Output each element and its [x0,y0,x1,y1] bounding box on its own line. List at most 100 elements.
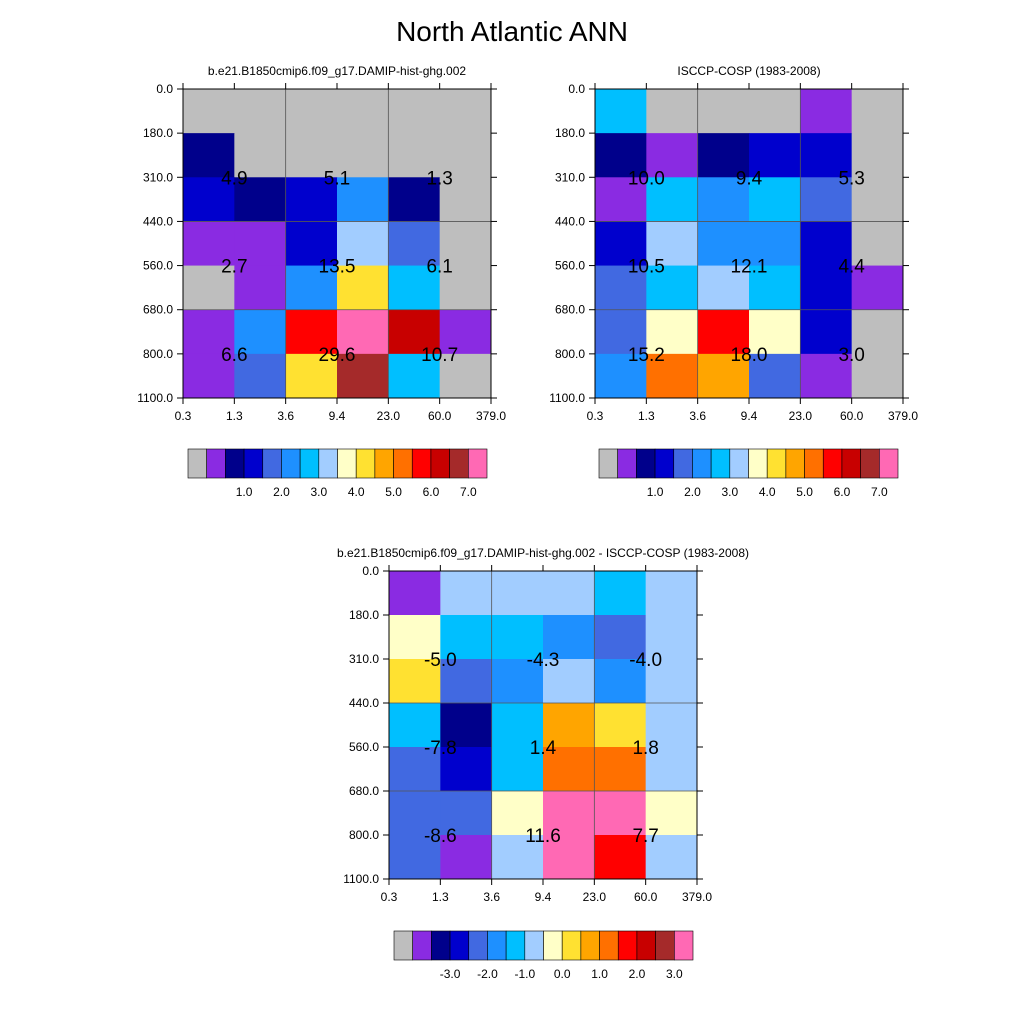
panel1-xtick-label: 3.6 [277,409,294,423]
panel2-xtick-label: 379.0 [888,409,918,423]
panel1-colorbar-swatch [393,448,413,479]
panel3-colorbar-swatch [674,930,694,961]
panel1-cell [183,265,235,311]
panel3-cell [389,615,441,660]
panel2-cell [697,265,750,311]
panel1-cell [439,221,492,267]
panel1-cell [285,265,338,311]
panel1-colorbar-swatch [337,448,357,479]
panel2-colorbar-label: 5.0 [796,485,813,499]
panel1-colorbar-swatch [374,448,394,479]
panel1-cell [337,353,389,399]
panel1-cell [234,265,287,311]
panel1-colorbar-swatch [411,448,432,479]
panel3-colorbar-swatch [655,930,675,961]
panel2-colorbar-swatch [729,448,749,479]
panel2-xtick-label: 0.3 [587,409,604,423]
panel3-cell [594,835,647,880]
panel3-colorbar-swatch [431,930,451,961]
panel1-cell [183,89,235,134]
panel2-colorbar-swatch [598,448,618,479]
panel2-cell [851,309,904,355]
panel2-cell [851,177,904,222]
panel2-cell [749,89,801,134]
panel1-ytick-label: 1100.0 [137,391,173,405]
panel1-cell [234,221,287,267]
panel1-cell [439,265,492,311]
panel2-colorbar-label: 1.0 [647,485,664,499]
panel2-cell [851,353,904,399]
panel3-ytick-label: 0.0 [362,564,379,578]
panel2-cell [646,177,699,222]
panel1-xtick-label: 9.4 [329,409,346,423]
panel2-colorbar-swatch [841,448,861,479]
panel3-colorbar-swatch [393,930,413,961]
panel2-cell [749,309,801,355]
panel3-xtick-label: 379.0 [682,890,712,904]
panel1-cell [439,177,492,222]
panel1-ytick-label: 0.0 [156,82,173,96]
panel1-cell [388,265,441,311]
panel3-annotation: 1.4 [530,738,557,759]
panel2-cell [851,133,904,178]
panel3-cell [594,791,647,836]
panel2-cell [697,353,750,399]
panel3-cell [491,835,544,880]
panel2-ytick-label: 560.0 [555,259,585,273]
panel1-cell [388,353,441,399]
panel2-cell [595,177,647,222]
panel2-cell [800,221,853,267]
panel3-annotation: -8.6 [424,826,457,847]
panel2-colorbar-swatch [673,448,693,479]
panel1-colorbar-swatch [299,448,320,479]
panel1-cell [388,133,441,178]
panel1-cell [183,221,235,267]
panel2-cell [646,353,699,399]
panel1-cell [285,177,338,222]
panel1-cell [388,221,441,267]
panel3-colorbar-label: -1.0 [514,967,535,981]
panel3-cell [389,659,441,704]
panel2-cell [646,221,699,267]
panel1-colorbar-label: 5.0 [385,485,402,499]
panel3-cell [543,615,595,660]
panel2-ytick-label: 310.0 [555,170,585,184]
panel3-cell [645,615,698,660]
panel3-cell [491,747,544,792]
panel1-colorbar-swatch [468,448,488,479]
panel3-cell [491,791,544,836]
panel3-colorbar-swatch [636,930,656,961]
panel2-colorbar-swatch [860,448,880,479]
panel1-cell [285,309,338,355]
panel2-colorbar-swatch [692,448,712,479]
panel3-ytick-label: 180.0 [349,608,379,622]
panel2-cell [697,133,750,178]
panel1-xtick-label: 0.3 [175,409,192,423]
panel3-colorbar-label: 2.0 [629,967,646,981]
panel1-colorbar-label: 1.0 [236,485,253,499]
panel1-cell [234,309,287,355]
panel2-title: ISCCP-COSP (1983-2008) [677,64,820,78]
panel2-cell [749,177,801,222]
panel2-colorbar-swatch [617,448,637,479]
panel2-cell [646,89,699,134]
panel3-ytick-label: 310.0 [349,652,379,666]
panel2-colorbar-swatch [748,448,768,479]
panel3-colorbar-swatch [468,930,488,961]
panel3-cell [491,571,544,616]
panel2-annotation: 9.4 [736,168,763,189]
panel3-colorbar-swatch [505,930,526,961]
panel2-colorbar-label: 3.0 [721,485,738,499]
panel2-cell [749,221,801,267]
panel1-colorbar-label: 4.0 [348,485,365,499]
panel3-annotation: -5.0 [424,650,457,671]
panel3-xtick-label: 3.6 [483,890,500,904]
panel2-colorbar-swatch [879,448,899,479]
panel1-annotation: 1.3 [426,168,452,189]
panel2-colorbar-swatch [654,448,675,479]
panel2-cell [800,177,853,222]
panel3-title: b.e21.B1850cmip6.f09_g17.DAMIP-hist-ghg.… [337,546,749,560]
panel3-xtick-label: 9.4 [535,890,552,904]
panel1-annotation: 2.7 [221,257,247,278]
panel1-title: b.e21.B1850cmip6.f09_g17.DAMIP-hist-ghg.… [208,64,466,78]
